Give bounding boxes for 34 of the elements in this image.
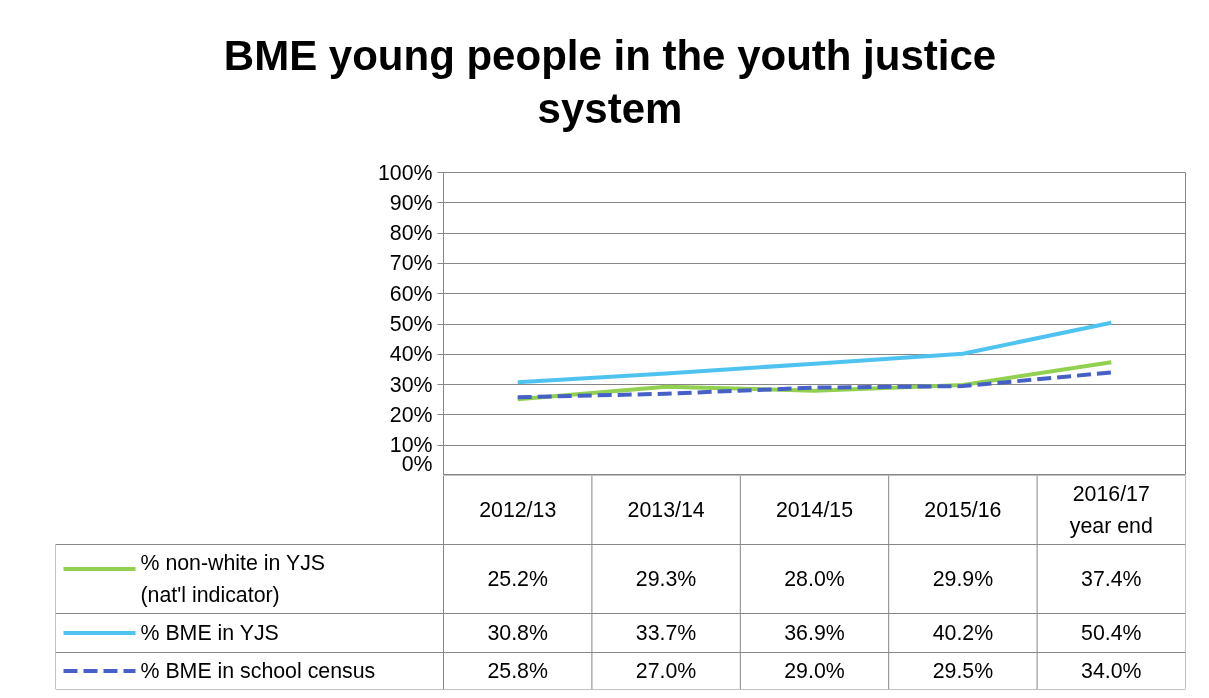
data-label: 36.9%	[784, 621, 845, 645]
legend-label: % BME in YJS	[140, 621, 279, 645]
data-label: 34.0%	[1081, 659, 1142, 683]
data-label: 50.4%	[1081, 621, 1142, 645]
data-label: 29.3%	[635, 567, 697, 591]
y-tick-label: 60%	[389, 281, 433, 306]
y-tick-label: 100%	[377, 160, 433, 185]
data-label: 27.0%	[635, 659, 697, 683]
y-tick-label: 90%	[389, 190, 433, 215]
x-tick-label: 2015/16	[924, 498, 1002, 522]
y-tick-label: 80%	[389, 221, 433, 246]
data-label: 28.0%	[784, 567, 845, 591]
y-tick-label: 40%	[389, 342, 433, 367]
data-label: 29.9%	[932, 567, 994, 591]
data-label: 25.2%	[487, 567, 548, 591]
y-tick-label: 20%	[389, 402, 433, 427]
x-tick-label: 2012/13	[479, 498, 557, 522]
data-label: 40.2%	[932, 621, 994, 645]
y-tick-label: 70%	[389, 251, 433, 276]
data-label: 29.5%	[932, 659, 994, 683]
x-tick-label: 2013/14	[627, 498, 705, 522]
legend-label: % non-white in YJS (nat'l indicator)	[140, 551, 326, 607]
x-tick-label: 2014/15	[775, 498, 854, 522]
x-tick-label: 2016/17 year end	[1069, 482, 1153, 538]
data-label: 37.4%	[1081, 567, 1142, 591]
chart-title: BME young people in the youth justice system	[222, 31, 998, 134]
legend-label: % BME in school census	[140, 659, 376, 683]
y-tick-label: 30%	[389, 372, 433, 397]
data-label: 25.8%	[487, 659, 548, 683]
y-tick-label: 50%	[389, 312, 433, 336]
y-tick-label: 0%	[401, 451, 433, 476]
data-label: 29.0%	[784, 659, 845, 683]
data-label: 30.8%	[487, 621, 548, 645]
data-label: 33.7%	[635, 621, 697, 645]
